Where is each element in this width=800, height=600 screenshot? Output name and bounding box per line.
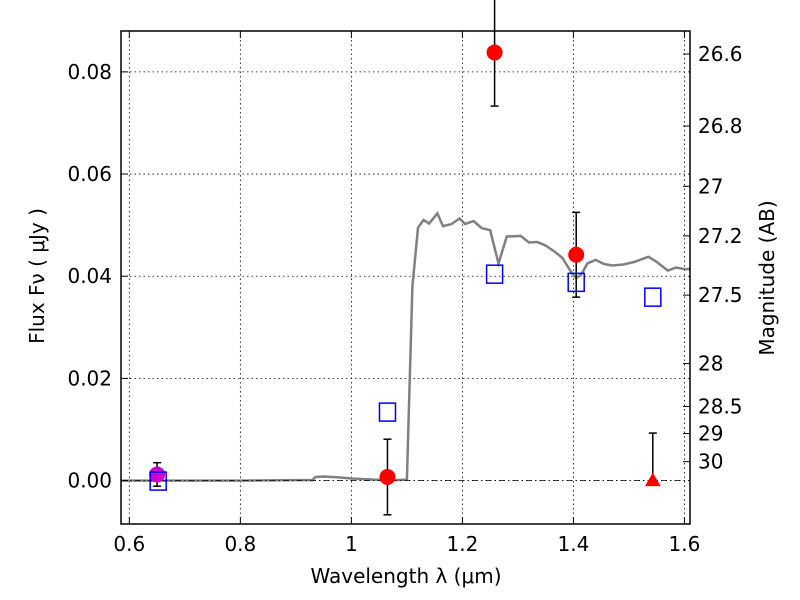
x-tick-label-2: 1 bbox=[345, 532, 358, 556]
circle-marker-3-0 bbox=[149, 466, 166, 483]
x-axis-label: Wavelength λ (μm) bbox=[310, 564, 501, 588]
y2-axis-label: Magnitude (AB) bbox=[755, 200, 779, 355]
y2-tick-label-6: 28.5 bbox=[698, 394, 743, 418]
y-tick-label-1: 0.02 bbox=[67, 366, 112, 390]
y2-tick-label-3: 27.2 bbox=[698, 224, 743, 248]
y-tick-label-0: 0.00 bbox=[67, 469, 112, 493]
y2-tick-label-0: 26.6 bbox=[698, 42, 743, 66]
square-marker-5-2 bbox=[485, 264, 504, 284]
y-tick-label-2: 0.04 bbox=[67, 264, 112, 288]
y-tick-label-3: 0.06 bbox=[67, 162, 112, 186]
axes-ticks: 0.6 0.8 1 1.2 1.4 1.6 0.00 0.02 0.04 0.06 0.08 26.6… bbox=[67, 31, 743, 556]
y-axis-label: Flux Fν ( μJy ) bbox=[25, 208, 49, 344]
x-tick-label-4: 1.4 bbox=[558, 532, 590, 556]
y2-tick-label-7: 29 bbox=[698, 422, 723, 446]
x-tick-label-3: 1.2 bbox=[446, 532, 478, 556]
circle-marker-2-2 bbox=[568, 246, 585, 263]
circle-marker-2-0 bbox=[379, 468, 396, 485]
y2-tick-label-8: 30 bbox=[698, 450, 723, 474]
y2-tick-label-4: 27.5 bbox=[698, 283, 743, 307]
y2-tick-label-1: 26.8 bbox=[698, 114, 743, 138]
y2-tick-label-2: 27 bbox=[698, 174, 723, 198]
square-marker-5-3 bbox=[567, 272, 585, 293]
triangle-marker-4-0 bbox=[644, 472, 661, 487]
square-marker-5-4 bbox=[644, 287, 662, 307]
circle-marker-2-1 bbox=[486, 44, 503, 61]
model-sed-line bbox=[121, 211, 690, 482]
square-marker-5-0 bbox=[149, 471, 167, 491]
plot-frame bbox=[120, 30, 691, 525]
y2-tick-label-5: 28 bbox=[698, 352, 723, 376]
y-tick-label-4: 0.08 bbox=[67, 60, 112, 84]
x-tick-label-0: 0.6 bbox=[113, 532, 145, 556]
plot-area bbox=[121, 0, 690, 516]
x-tick-label-5: 1.6 bbox=[669, 532, 701, 556]
square-marker-5-1 bbox=[378, 402, 397, 422]
x-tick-label-1: 0.8 bbox=[224, 532, 256, 556]
